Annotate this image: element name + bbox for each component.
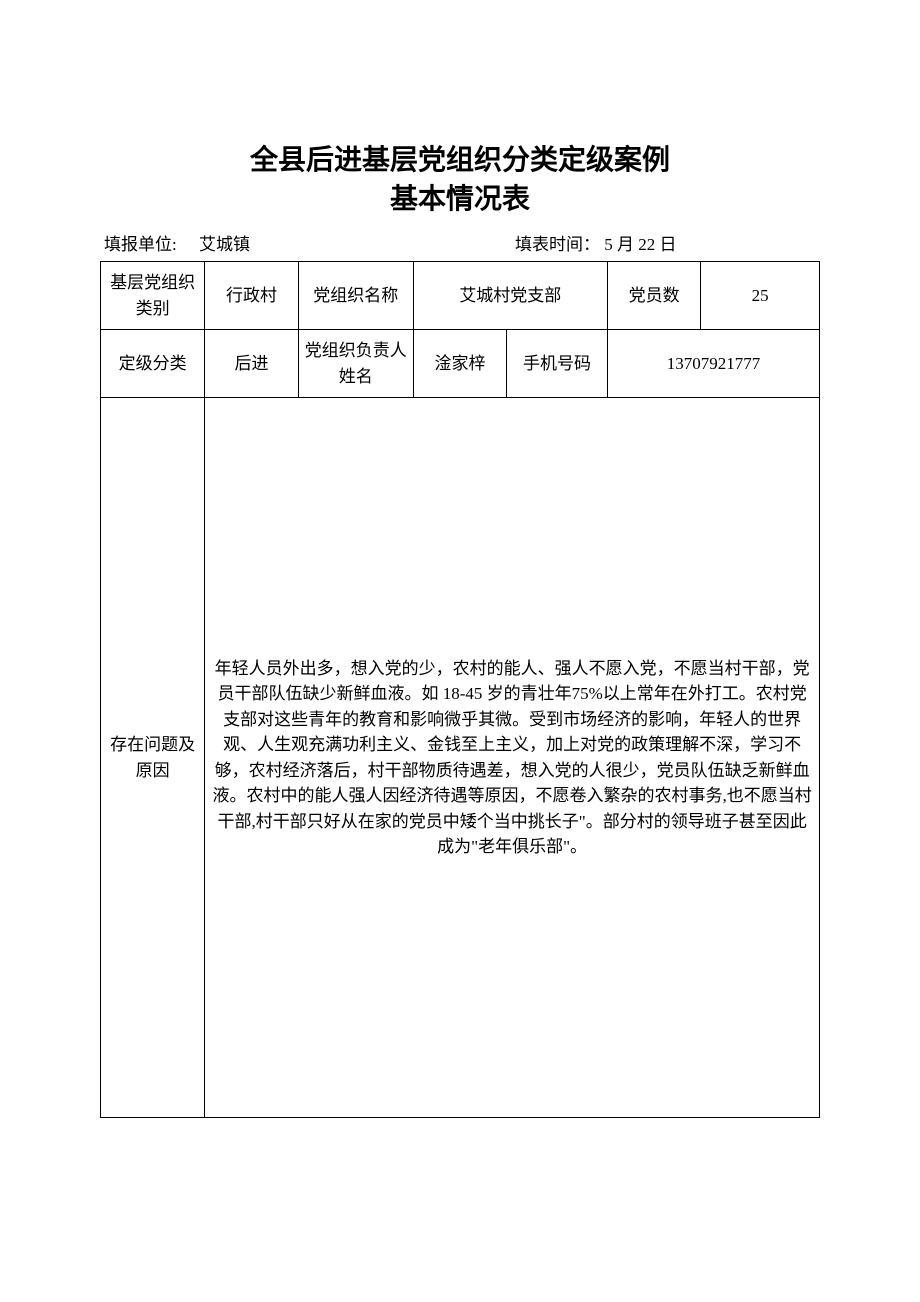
meta-unit: 填报单位: 艾城镇 [104,230,405,255]
unit-value: 艾城镇 [199,235,250,254]
cell-org-category-label: 基层党组织类别 [101,262,205,330]
cell-issues-body: 年轻人员外出多，想入党的少，农村的能人、强人不愿入党，不愿当村干部，党员干部队伍… [205,398,820,1118]
cell-grade-value: 后进 [205,330,298,398]
cell-member-count-value: 25 [701,262,820,330]
table-row: 基层党组织类别 行政村 党组织名称 艾城村党支部 党员数 25 [101,262,820,330]
table-row: 定级分类 后进 党组织负责人姓名 淦家梓 手机号码 13707921777 [101,330,820,398]
cell-leader-value: 淦家梓 [413,330,506,398]
table-row: 存在问题及原因 年轻人员外出多，想入党的少，农村的能人、强人不愿入党，不愿当村干… [101,398,820,1118]
cell-member-count-label: 党员数 [607,262,700,330]
unit-label: 填报单位: [104,235,177,254]
cell-org-category-value: 行政村 [205,262,298,330]
cell-issues-label: 存在问题及原因 [101,398,205,1118]
cell-org-name-value: 艾城村党支部 [413,262,607,330]
date-label: 填表时间： [515,235,600,254]
document-title: 全县后进基层党组织分类定级案例 基本情况表 [100,140,820,218]
meta-row: 填报单位: 艾城镇 填表时间： 5 月 22 日 [100,230,820,255]
cell-phone-value: 13707921777 [607,330,819,398]
date-value: 5 月 22 日 [604,235,676,254]
title-line2: 基本情况表 [100,179,820,218]
cell-leader-label: 党组织负责人姓名 [298,330,413,398]
title-line1: 全县后进基层党组织分类定级案例 [100,140,820,179]
cell-grade-label: 定级分类 [101,330,205,398]
form-table: 基层党组织类别 行政村 党组织名称 艾城村党支部 党员数 25 定级分类 后进 … [100,261,820,1118]
meta-date: 填表时间： 5 月 22 日 [405,230,816,255]
cell-org-name-label: 党组织名称 [298,262,413,330]
cell-phone-label: 手机号码 [507,330,608,398]
